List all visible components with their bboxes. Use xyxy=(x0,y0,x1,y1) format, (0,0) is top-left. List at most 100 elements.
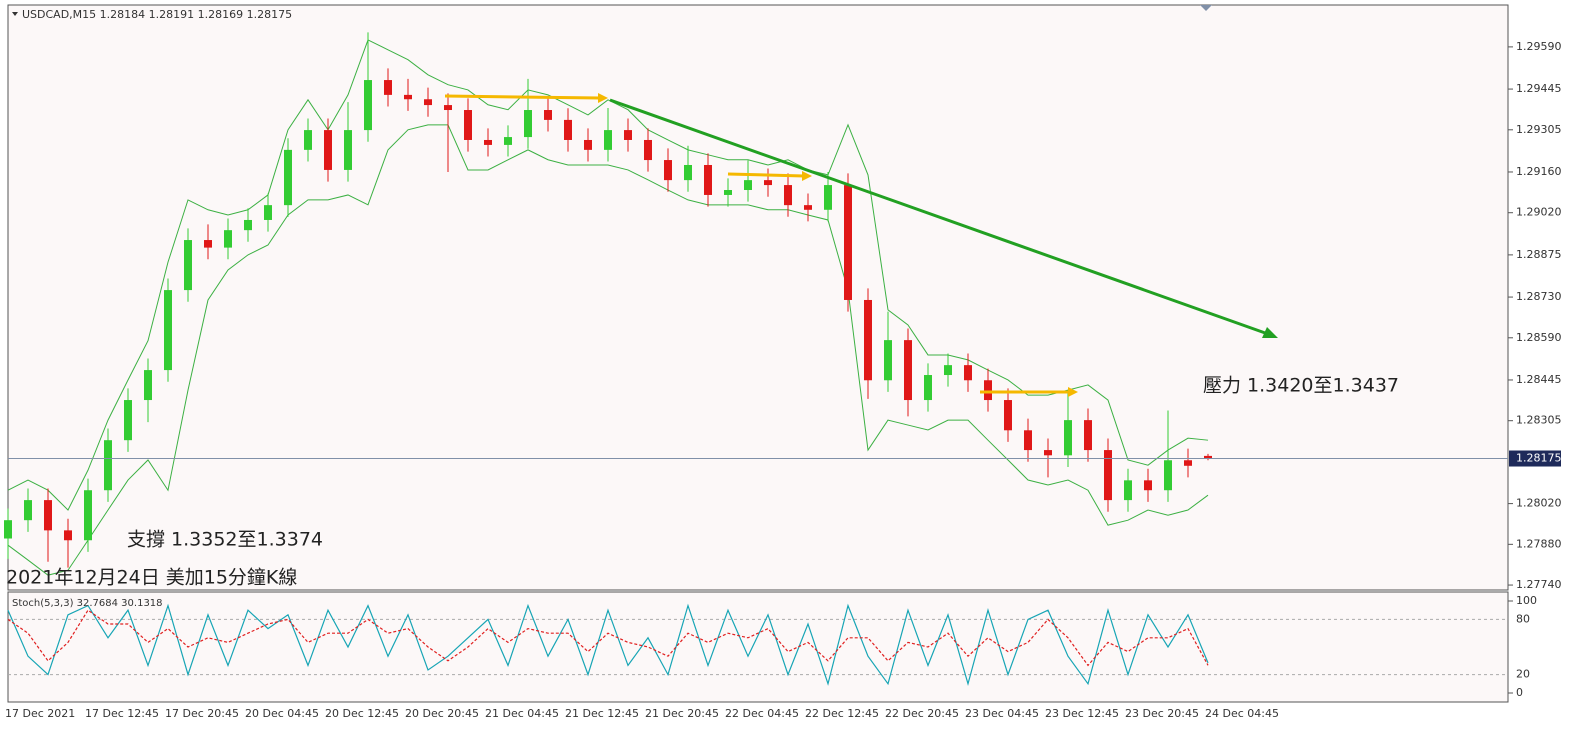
shift-marker xyxy=(1200,5,1212,11)
candle-body xyxy=(144,370,152,401)
candle-body xyxy=(684,164,692,181)
menu-triangle xyxy=(12,12,18,16)
y-tick-label: 80 xyxy=(1516,612,1530,625)
candle-body xyxy=(544,110,552,120)
y-tick-label: 1.27880 xyxy=(1516,537,1562,550)
candle-body xyxy=(424,99,432,106)
y-tick-label: 1.28875 xyxy=(1516,248,1562,261)
main-panel xyxy=(7,4,1509,591)
x-tick-label: 23 Dec 20:45 xyxy=(1125,707,1199,720)
candle-body xyxy=(844,185,852,300)
candle-body xyxy=(524,110,532,138)
last-price-box xyxy=(1509,450,1561,467)
candle-body xyxy=(1164,460,1172,491)
x-tick-label: 21 Dec 12:45 xyxy=(565,707,639,720)
stoch-line xyxy=(7,609,1209,667)
candle-body xyxy=(1084,420,1092,451)
y-tick-label: 1.29160 xyxy=(1516,165,1562,178)
candle-body xyxy=(184,240,192,291)
candle-body xyxy=(1204,455,1212,459)
x-tick-label: 17 Dec 12:45 xyxy=(85,707,159,720)
last-price-label: 1.28175 xyxy=(1516,452,1562,465)
candle-body xyxy=(1104,450,1112,501)
x-tick-label: 21 Dec 20:45 xyxy=(645,707,719,720)
candle-body xyxy=(764,180,772,186)
level-arrowhead xyxy=(1068,387,1078,397)
trend-arrowhead xyxy=(1262,327,1278,338)
candle-body xyxy=(464,110,472,140)
level-arrow xyxy=(444,94,601,100)
candle-body xyxy=(84,490,92,541)
candle-body xyxy=(24,500,32,521)
candle-body xyxy=(164,290,172,371)
y-tick-label: 1.29445 xyxy=(1516,82,1562,95)
y-tick-label: 0 xyxy=(1516,686,1523,699)
candle-body xyxy=(964,365,972,381)
stoch-title: Stoch(5,3,3) 32.7684 30.1318 xyxy=(12,598,163,609)
candle-body xyxy=(244,219,252,231)
candle-body xyxy=(64,530,72,541)
candle-body xyxy=(1044,450,1052,456)
candle-body xyxy=(804,205,812,210)
candle-body xyxy=(4,520,12,539)
candle-body xyxy=(1184,460,1192,466)
candle-body xyxy=(704,164,712,195)
candle-body xyxy=(444,105,452,111)
candle-body xyxy=(284,149,292,206)
y-tick-label: 1.29305 xyxy=(1516,123,1562,136)
x-tick-label: 23 Dec 04:45 xyxy=(965,707,1039,720)
candle-body xyxy=(664,160,672,181)
candle-body xyxy=(884,340,892,381)
candle-body xyxy=(944,365,952,376)
candle-body xyxy=(724,190,732,195)
candle-body xyxy=(1144,480,1152,491)
y-tick-label: 1.29020 xyxy=(1516,206,1562,219)
candle-body xyxy=(904,340,912,401)
stoch-line xyxy=(7,603,1209,687)
candle-body xyxy=(824,185,832,210)
candle-body xyxy=(204,240,212,248)
x-tick-label: 24 Dec 04:45 xyxy=(1205,707,1279,720)
candle-body xyxy=(124,400,132,441)
y-tick-label: 1.29590 xyxy=(1516,40,1562,53)
candle-body xyxy=(924,375,932,401)
candle-body xyxy=(1004,400,1012,431)
level-arrow xyxy=(727,172,805,178)
annotation: 壓力 1.3420至1.3437 xyxy=(1203,375,1399,397)
candle-body xyxy=(584,139,592,150)
x-tick-label: 20 Dec 20:45 xyxy=(405,707,479,720)
candle-body xyxy=(44,500,52,531)
bollinger-band xyxy=(7,39,1209,511)
candle-body xyxy=(1064,420,1072,456)
candle-body xyxy=(404,94,412,100)
y-tick-label: 1.27740 xyxy=(1516,578,1562,591)
bollinger-band xyxy=(7,124,1209,576)
candle-body xyxy=(624,130,632,140)
x-tick-label: 20 Dec 12:45 xyxy=(325,707,399,720)
x-tick-label: 21 Dec 04:45 xyxy=(485,707,559,720)
y-tick-label: 1.28020 xyxy=(1516,497,1562,510)
x-tick-label: 20 Dec 04:45 xyxy=(245,707,319,720)
plot-area xyxy=(4,32,1508,687)
candle-body xyxy=(604,130,612,150)
trend-line xyxy=(609,98,1269,336)
candle-body xyxy=(864,299,872,381)
x-tick-label: 22 Dec 12:45 xyxy=(805,707,879,720)
y-tick-label: 1.28445 xyxy=(1516,373,1562,386)
candle-body xyxy=(744,180,752,191)
candle-body xyxy=(104,440,112,491)
level-arrowhead xyxy=(802,171,812,181)
candle-body xyxy=(264,205,272,220)
level-arrowhead xyxy=(598,93,608,103)
x-tick-label: 23 Dec 12:45 xyxy=(1045,707,1119,720)
y-tick-label: 100 xyxy=(1516,594,1537,607)
candle-body xyxy=(364,80,372,131)
y-tick-label: 1.28305 xyxy=(1516,414,1562,427)
candle-body xyxy=(1024,430,1032,451)
x-tick-label: 22 Dec 20:45 xyxy=(885,707,959,720)
candle-body xyxy=(504,137,512,145)
x-tick-label: 17 Dec 2021 xyxy=(5,707,75,720)
candle-body xyxy=(564,119,572,140)
stoch-panel xyxy=(7,591,1509,703)
